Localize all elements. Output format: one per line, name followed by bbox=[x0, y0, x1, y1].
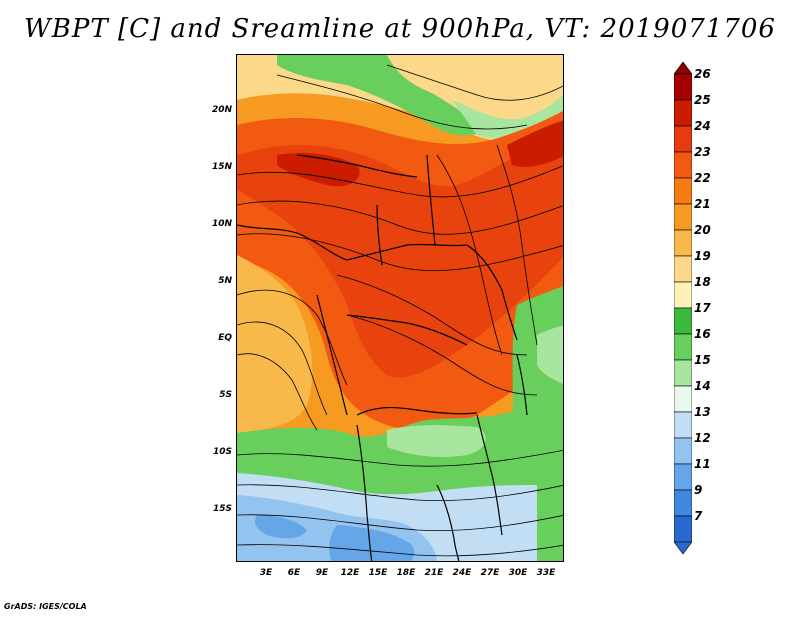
lon-label-30e: 30E bbox=[508, 568, 528, 578]
lon-label-18e: 18E bbox=[396, 568, 416, 578]
lat-label-eq: EQ bbox=[218, 333, 232, 343]
colorbar-segment bbox=[674, 411, 692, 439]
colorbar-segment bbox=[674, 359, 692, 387]
colorbar-segment bbox=[674, 255, 692, 283]
southwest-blue-patch bbox=[255, 515, 307, 539]
lon-label-6e: 6E bbox=[287, 568, 301, 578]
lat-label-15s: 15S bbox=[212, 504, 232, 514]
colorbar-segment bbox=[674, 489, 692, 517]
colorbar-segment bbox=[674, 177, 692, 205]
colorbar-label: 23 bbox=[694, 145, 711, 159]
colorbar-label: 20 bbox=[694, 223, 711, 237]
footer-credit: GrADS: IGES/COLA bbox=[4, 602, 87, 611]
colorbar-label: 21 bbox=[694, 197, 711, 211]
colorbar-label: 7 bbox=[694, 509, 703, 523]
country-borders bbox=[237, 154, 528, 561]
lat-label-10n: 10N bbox=[211, 219, 232, 229]
chart-title: WBPT [C] and Sreamline at 900hPa, VT: 20… bbox=[24, 14, 776, 44]
lon-label-3e: 3E bbox=[259, 568, 273, 578]
lon-label-24e: 24E bbox=[452, 568, 472, 578]
lon-label-21e: 21E bbox=[424, 568, 444, 578]
colorbar-label: 18 bbox=[694, 275, 711, 289]
colorbar-label: 24 bbox=[694, 119, 711, 133]
colorbar-segment bbox=[674, 99, 692, 127]
wbpt-field bbox=[237, 55, 563, 561]
west-coast-band bbox=[237, 255, 313, 433]
colorbar-label: 11 bbox=[694, 457, 711, 471]
colorbar-label: 9 bbox=[694, 483, 703, 497]
lon-label-27e: 27E bbox=[480, 568, 500, 578]
map-panel bbox=[236, 54, 564, 562]
colorbar-segment bbox=[674, 437, 692, 465]
colorbar-label: 25 bbox=[694, 93, 711, 107]
colorbar-segment bbox=[674, 307, 692, 335]
colorbar-label: 15 bbox=[694, 353, 711, 367]
colorbar-segment bbox=[674, 333, 692, 361]
colorbar-label: 26 bbox=[694, 67, 711, 81]
green-band-north bbox=[277, 55, 487, 136]
colorbar-top-arrow bbox=[674, 62, 692, 75]
lat-label-20n: 20N bbox=[211, 105, 232, 115]
colorbar-bottom-arrow bbox=[674, 541, 692, 555]
east-light-patch bbox=[537, 325, 563, 385]
colorbar-label: 14 bbox=[694, 379, 711, 393]
colorbar-segment bbox=[674, 73, 692, 101]
colorbar-segment bbox=[674, 463, 692, 491]
colorbar-label: 22 bbox=[694, 171, 711, 185]
colorbar-segment bbox=[674, 515, 692, 543]
southern-light-green bbox=[387, 425, 486, 458]
southern-deep-blue bbox=[329, 525, 415, 561]
streamlines bbox=[237, 64, 563, 557]
colorbar-segment bbox=[674, 229, 692, 257]
lat-label-5n: 5N bbox=[218, 276, 232, 286]
dark-red-patch-east bbox=[507, 120, 563, 167]
colorbar-segment bbox=[674, 281, 692, 309]
colorbar bbox=[674, 62, 692, 555]
colorbar-label: 16 bbox=[694, 327, 711, 341]
lat-label-15n: 15N bbox=[211, 162, 232, 172]
lon-label-9e: 9E bbox=[315, 568, 329, 578]
lon-label-12e: 12E bbox=[340, 568, 360, 578]
colorbar-segment bbox=[674, 125, 692, 153]
lat-label-10s: 10S bbox=[212, 447, 232, 457]
colorbar-segment bbox=[674, 151, 692, 179]
lon-label-15e: 15E bbox=[368, 568, 388, 578]
lat-label-5s: 5S bbox=[219, 390, 232, 400]
colorbar-label: 13 bbox=[694, 405, 711, 419]
red-core bbox=[237, 127, 563, 378]
colorbar-label: 17 bbox=[694, 301, 711, 315]
colorbar-segment bbox=[674, 203, 692, 231]
colorbar-segments bbox=[674, 62, 692, 555]
colorbar-segment bbox=[674, 385, 692, 413]
colorbar-label: 19 bbox=[694, 249, 711, 263]
colorbar-label: 12 bbox=[694, 431, 711, 445]
lon-label-33e: 33E bbox=[536, 568, 556, 578]
